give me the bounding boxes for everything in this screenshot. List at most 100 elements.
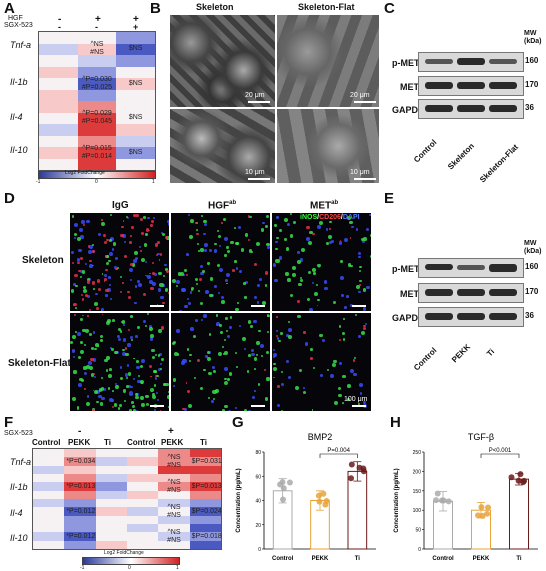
cell-dot	[119, 376, 123, 380]
cell-dot	[242, 337, 247, 341]
d-col-met-sup: ab	[331, 200, 339, 206]
cell-dot	[122, 234, 126, 238]
cell-dot	[197, 358, 201, 362]
cell-dot	[75, 331, 78, 334]
cell-dot	[181, 287, 185, 292]
cell-dot	[101, 313, 104, 316]
cell-dot	[157, 288, 162, 293]
cell-dot	[127, 343, 131, 347]
cell-dot	[330, 240, 335, 244]
cell-dot	[108, 259, 111, 263]
cell-dot	[100, 334, 104, 338]
cell-dot	[235, 407, 238, 410]
cell-dot	[84, 388, 86, 390]
cell-dot	[99, 402, 104, 406]
cell-dot	[127, 372, 132, 376]
cell-dot	[209, 294, 213, 298]
cell-dot	[73, 303, 77, 307]
cell-dot	[123, 324, 126, 327]
heatmap-cell	[189, 449, 221, 458]
cell-dot	[363, 236, 367, 241]
cell-dot	[225, 272, 230, 277]
cell-dot	[154, 377, 158, 380]
f-col-ti-2: Ti	[200, 438, 207, 447]
cell-dot	[91, 409, 95, 411]
cell-dot	[91, 281, 96, 285]
heatmap-cell	[116, 55, 155, 67]
heatmap-cell	[189, 540, 221, 549]
cell-dot	[87, 245, 91, 248]
gene-label-il4: Il-4	[10, 112, 23, 122]
legend-cd206: CD206	[319, 214, 341, 221]
legend-dapi: DAPI	[342, 214, 360, 221]
cell-dot	[158, 259, 161, 261]
cell-dot	[142, 292, 146, 296]
cell-dot	[77, 383, 82, 387]
cell-dot	[253, 389, 256, 392]
heatmap-cell	[64, 449, 96, 458]
cell-dot	[149, 388, 154, 393]
cell-dot	[84, 372, 88, 376]
blot-e-gapdh	[418, 307, 524, 327]
heatmap-cell	[33, 499, 65, 508]
heatmap-stat: ^NS #NS	[90, 41, 104, 57]
heatmap-stat: ^NS #NS	[167, 503, 181, 519]
cell-dot	[342, 317, 345, 320]
cell-dot	[117, 327, 122, 332]
cell-dot	[103, 388, 107, 391]
cell-dot	[158, 272, 162, 276]
cell-dot	[314, 292, 319, 296]
cell-dot	[365, 227, 369, 232]
cell-dot	[297, 315, 301, 319]
cell-dot	[215, 389, 219, 394]
cell-dot	[129, 408, 132, 411]
cell-dot	[333, 400, 338, 405]
heatmap-stat: *P=0.012	[66, 507, 96, 515]
cell-dot	[303, 331, 306, 334]
cell-dot	[174, 351, 179, 356]
heatmap-cell	[189, 532, 221, 541]
cell-dot	[310, 357, 314, 360]
heatmap-cell	[77, 78, 117, 90]
cell-dot	[149, 334, 154, 339]
heatmap-cell	[158, 465, 190, 474]
cell-dot	[214, 243, 217, 246]
cell-dot	[135, 410, 139, 411]
cell-dot	[238, 270, 242, 274]
cell-dot	[153, 409, 156, 411]
data-point	[517, 471, 524, 478]
cell-dot	[128, 385, 131, 388]
mw-label-c: MW (kDa)	[524, 30, 542, 45]
cell-dot	[195, 278, 199, 282]
cell-dot	[89, 245, 93, 249]
cell-dot	[103, 233, 107, 237]
cell-dot	[89, 332, 93, 337]
d-col-hgf: HGFab	[208, 200, 236, 211]
cell-dot	[150, 219, 154, 223]
heatmap-cell	[77, 147, 117, 159]
heatmap-cell	[116, 101, 155, 113]
cell-dot	[235, 267, 238, 270]
cell-dot	[103, 280, 106, 282]
band	[425, 105, 453, 112]
cell-dot	[273, 367, 278, 372]
cell-dot	[339, 241, 343, 245]
cell-dot	[157, 367, 162, 372]
cell-dot	[322, 338, 326, 342]
cell-dot	[366, 285, 370, 290]
heatmap-cell	[189, 507, 221, 516]
cell-dot	[209, 277, 214, 281]
cell-dot	[105, 288, 109, 293]
cell-dot	[146, 274, 149, 277]
cell-dot	[235, 366, 238, 369]
significance-bracket	[319, 453, 358, 458]
heatmap-cell	[116, 32, 155, 44]
cell-dot	[357, 403, 361, 406]
cell-dot	[302, 387, 305, 390]
data-point	[508, 474, 515, 481]
cell-dot	[118, 404, 123, 408]
cell-dot	[147, 313, 150, 315]
cell-dot	[205, 355, 209, 358]
cell-dot	[235, 308, 239, 311]
cell-dot	[258, 329, 261, 332]
